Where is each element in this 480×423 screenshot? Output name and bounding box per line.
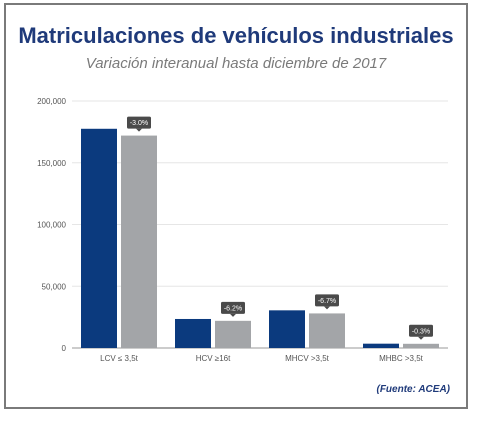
bar [175, 318, 211, 348]
y-tick-label: 50,000 [42, 282, 67, 291]
chart-title: Matriculaciones de vehículos industriale… [18, 23, 454, 48]
x-tick-label: HCV ≥16t [196, 354, 231, 363]
bar [81, 128, 117, 348]
annotation-pointer [418, 336, 424, 340]
y-tick-label: 100,000 [37, 221, 66, 230]
annotation-pointer [230, 313, 236, 317]
annotation-box [409, 324, 433, 337]
annotation-box [127, 116, 151, 129]
x-tick-label: LCV ≤ 3,5t [100, 354, 139, 363]
chart-source: (Fuente: ACEA) [376, 384, 450, 395]
bar [121, 135, 157, 348]
y-tick-label: 150,000 [37, 159, 66, 168]
annotation-box [315, 294, 339, 307]
bar [269, 310, 305, 348]
bar [363, 343, 399, 348]
x-tick-label: MHBC >3,5t [379, 354, 424, 363]
chart-subtitle: Variación interanual hasta diciembre de … [85, 55, 387, 72]
annotation-pointer [136, 128, 142, 132]
annotation-label: -6.7% [318, 298, 336, 305]
annotation-label: -6.2% [224, 305, 242, 312]
bar [403, 343, 439, 348]
x-tick-label: MHCV >3,5t [285, 354, 330, 363]
annotation-box [221, 301, 245, 314]
annotation-pointer [324, 306, 330, 310]
annotation-label: -3.0% [130, 120, 148, 127]
bar [215, 320, 251, 348]
annotation-label: -0.3% [412, 328, 430, 335]
bar [309, 313, 345, 348]
y-tick-label: 0 [62, 344, 67, 353]
y-tick-label: 200,000 [37, 97, 66, 106]
